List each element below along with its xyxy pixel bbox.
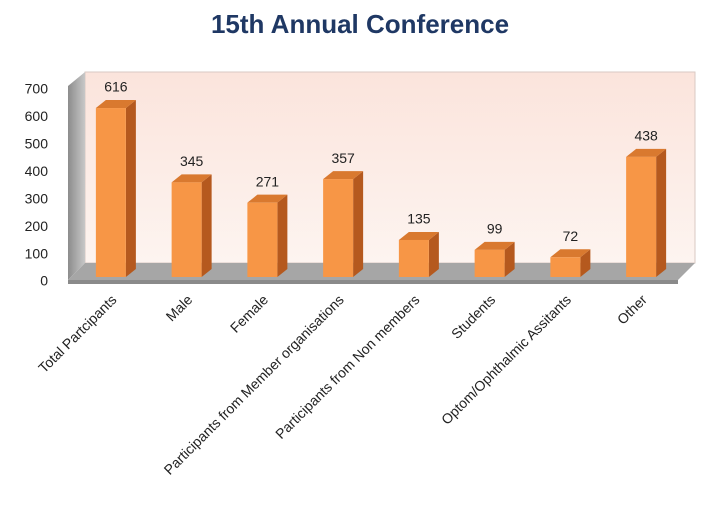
chart-title: 15th Annual Conference (211, 9, 509, 39)
side-wall (68, 72, 85, 280)
value-label: 616 (104, 79, 128, 95)
bar-top (95, 100, 136, 109)
bar (323, 179, 354, 277)
y-tick-label: 400 (25, 163, 49, 179)
value-label: 72 (563, 228, 579, 244)
bar-side (277, 194, 288, 277)
value-label: 99 (487, 221, 503, 237)
x-tick-label: Total Partcipants (35, 291, 119, 375)
y-tick-label: 300 (25, 190, 49, 206)
y-tick-label: 600 (25, 108, 49, 124)
x-tick-label: Female (227, 291, 271, 335)
bar-top (323, 171, 364, 180)
value-label: 345 (180, 153, 204, 169)
floor (68, 263, 695, 280)
y-tick-label: 100 (25, 245, 49, 261)
value-label: 271 (256, 173, 280, 189)
bar (474, 249, 505, 277)
bar-top (171, 174, 212, 183)
bar-side (656, 148, 667, 277)
bar-side (504, 241, 515, 277)
bar-side (353, 171, 364, 277)
value-label: 135 (407, 211, 431, 227)
bar-side (580, 249, 591, 277)
bar-top (474, 241, 515, 250)
x-tick-label: Optom/Ophthalmic Assitants (438, 291, 574, 427)
x-tick-label: Male (163, 291, 196, 324)
y-tick-label: 200 (25, 218, 49, 234)
bar (95, 108, 126, 277)
bar-top (626, 148, 667, 157)
bar-top (550, 249, 591, 258)
value-label: 357 (331, 150, 355, 166)
bar (626, 156, 657, 277)
value-label: 438 (634, 128, 658, 144)
bar (550, 257, 581, 277)
y-tick-label: 0 (40, 273, 48, 289)
bar-top (398, 231, 439, 240)
y-tick-label: 500 (25, 136, 49, 152)
bar-side (125, 100, 136, 277)
floor-edge (68, 280, 678, 284)
x-tick-label: Other (614, 291, 650, 327)
x-tick-label: Students (448, 291, 498, 341)
bar-side (428, 231, 439, 277)
bar (398, 239, 429, 277)
bar-side (201, 174, 212, 277)
x-tick-label: Participants from Non members (272, 291, 423, 442)
bar (171, 182, 202, 277)
bar-top (247, 194, 288, 203)
bar (247, 202, 278, 277)
y-tick-label: 700 (25, 81, 49, 97)
